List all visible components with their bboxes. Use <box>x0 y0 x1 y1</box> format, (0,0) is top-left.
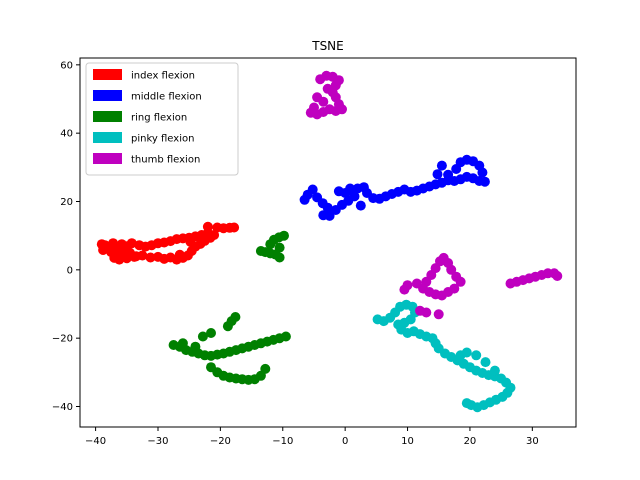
data-point <box>471 350 482 361</box>
data-point <box>177 338 188 349</box>
data-point <box>185 236 196 247</box>
data-point <box>455 276 466 287</box>
data-point <box>477 167 488 178</box>
data-point <box>315 74 326 85</box>
data-point <box>274 242 285 253</box>
x-tick-label: −10 <box>272 436 293 447</box>
data-point <box>280 331 291 342</box>
data-point <box>121 253 132 264</box>
legend-label: index flexion <box>131 71 195 82</box>
data-point <box>355 200 366 211</box>
legend-swatch <box>93 69 122 80</box>
legend-swatch <box>93 90 122 101</box>
x-tick-label: 30 <box>526 436 539 447</box>
y-tick-label: 40 <box>60 129 73 140</box>
data-point <box>190 341 201 352</box>
data-point <box>206 328 216 338</box>
y-axis: −40 −20 0 20 40 60 <box>52 60 80 413</box>
y-tick-label: −20 <box>52 334 73 345</box>
data-point <box>134 240 145 251</box>
data-point <box>318 96 329 107</box>
data-point <box>197 331 208 342</box>
data-point <box>433 309 444 320</box>
data-point <box>260 363 271 374</box>
y-tick-label: 0 <box>67 265 73 276</box>
data-point <box>489 365 500 376</box>
x-tick-label: −30 <box>147 436 168 447</box>
x-tick-label: −20 <box>210 436 231 447</box>
data-point <box>126 238 137 249</box>
plot-points <box>96 70 563 413</box>
data-point <box>274 252 285 263</box>
legend-label: middle flexion <box>131 92 202 103</box>
data-point <box>552 271 563 281</box>
plot-area-frame <box>79 57 577 428</box>
legend-frame <box>85 62 239 176</box>
x-tick-label: 0 <box>342 436 348 447</box>
legend-swatch <box>93 153 122 164</box>
data-point <box>411 278 422 289</box>
data-point <box>436 160 447 171</box>
data-point <box>229 222 240 233</box>
data-point <box>345 183 356 194</box>
data-point <box>98 245 109 255</box>
series-1 <box>299 154 490 221</box>
legend-label: pinky flexion <box>131 134 194 145</box>
legend: index flexion middle flexion ring flexion p… <box>85 62 239 176</box>
series-0 <box>96 221 240 265</box>
data-point <box>137 250 148 261</box>
data-point <box>461 347 472 358</box>
y-tick-label: −40 <box>52 402 73 413</box>
x-axis: −40 −30 −20 −10 0 10 20 30 <box>85 427 539 447</box>
data-point <box>333 186 344 197</box>
data-point <box>129 251 140 262</box>
data-point <box>114 254 125 265</box>
data-point <box>446 264 457 275</box>
x-tick-label: 20 <box>464 436 477 447</box>
data-point <box>230 312 241 322</box>
data-point <box>309 102 319 113</box>
series-4 <box>305 70 563 320</box>
data-point <box>337 104 347 115</box>
data-point <box>421 307 432 318</box>
series-2 <box>168 230 291 385</box>
data-point <box>307 184 318 195</box>
legend-swatch <box>93 132 122 143</box>
x-tick-label: −40 <box>85 436 106 447</box>
chart-title: TSNE <box>311 39 344 53</box>
data-point <box>145 252 156 263</box>
data-point <box>432 169 443 180</box>
data-point <box>479 176 490 187</box>
series-3 <box>372 299 516 413</box>
data-point <box>480 357 491 368</box>
data-point <box>399 284 410 295</box>
data-point <box>443 169 454 180</box>
x-tick-label: 10 <box>401 436 414 447</box>
data-point <box>461 398 472 409</box>
data-point <box>174 249 185 260</box>
legend-label: ring flexion <box>131 113 187 124</box>
data-point <box>322 202 333 213</box>
y-tick-label: 60 <box>60 60 73 71</box>
data-point <box>202 221 213 232</box>
legend-swatch <box>93 111 122 122</box>
data-point <box>322 83 333 94</box>
y-tick-label: 20 <box>60 197 73 208</box>
data-point <box>279 230 289 241</box>
legend-label: thumb flexion <box>131 155 200 166</box>
data-point <box>324 210 335 221</box>
